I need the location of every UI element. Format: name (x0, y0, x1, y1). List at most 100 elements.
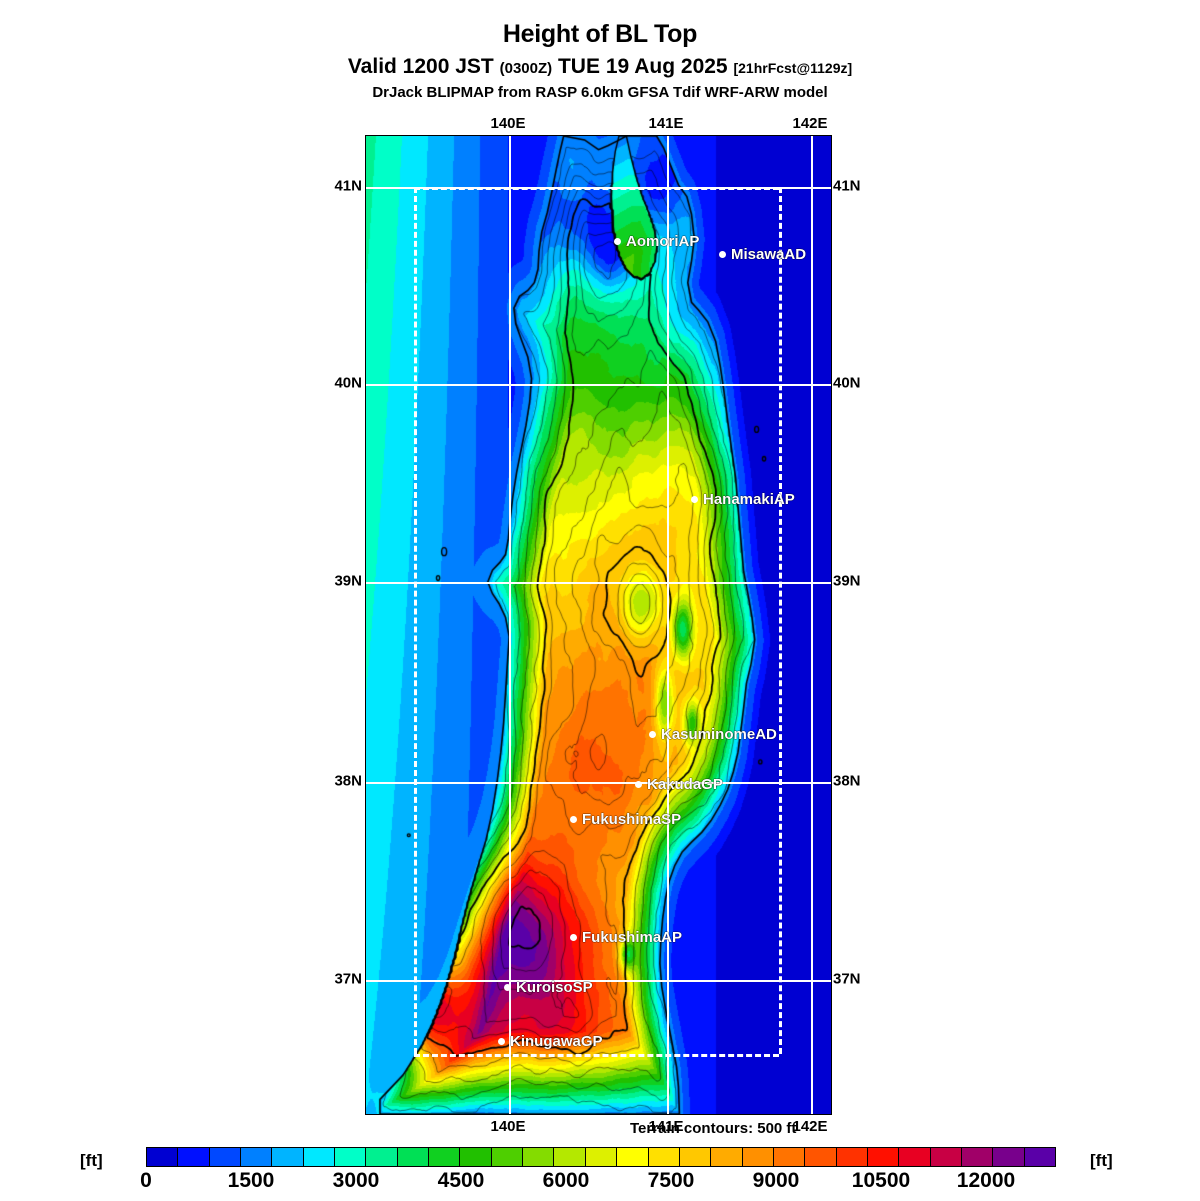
colorbar-segment (429, 1148, 461, 1166)
colorbar-segment (241, 1148, 273, 1166)
title-block: Height of BL Top Valid 1200 JST (0300Z) … (0, 0, 1200, 101)
colorbar-segment (679, 1148, 712, 1166)
colorbar-segment (1024, 1148, 1055, 1166)
colorbar-segment (930, 1148, 962, 1166)
station-label: FukushimaSP (582, 811, 682, 828)
colorbar-segment (491, 1148, 524, 1166)
colorbar-segment (961, 1148, 994, 1166)
station-label: AomoriAP (626, 233, 700, 250)
domain-box-edge (414, 1054, 779, 1057)
colorbar-tick: 12000 (956, 1169, 1016, 1192)
colorbar-segment (147, 1148, 179, 1166)
colorbar-segment (303, 1148, 336, 1166)
lat-tick-label: 37N (833, 970, 861, 988)
lon-tick-label: 142E (792, 115, 828, 132)
colorbar: [ft] [ft] 0 1500 3000 4500 6000 7500 9000 10500… (0, 1141, 1200, 1201)
valid-time-line: Valid 1200 JST (0300Z) TUE 19 Aug 2025 [… (0, 55, 1200, 79)
valid-date: TUE 19 Aug 2025 (557, 55, 728, 78)
lat-tick-label: 39N (833, 572, 861, 590)
station-label: KakudaGP (647, 776, 723, 793)
colorbar-tick-labels: 0 1500 3000 4500 6000 7500 9000 10500 12000 (140, 1169, 1056, 1197)
valid-zulu: (0300Z) (499, 60, 553, 77)
colorbar-segment (867, 1148, 900, 1166)
colorbar-segment (742, 1148, 774, 1166)
forecast-tag: [21hrFcst@1129z] (733, 60, 853, 76)
colorbar-segment (617, 1148, 649, 1166)
colorbar-tick: 10500 (851, 1169, 911, 1192)
colorbar-segment (836, 1148, 868, 1166)
station-marker[interactable]: HanamakiAP (691, 491, 795, 508)
lat-tick-label: 41N (833, 177, 861, 195)
lon-tick-label: 140E (490, 115, 526, 132)
station-label: FukushimaAP (582, 929, 683, 946)
station-label: KuroisoSP (516, 979, 593, 996)
station-marker[interactable]: FukushimaAP (570, 929, 682, 946)
lon-tick-label: 141E (648, 115, 684, 132)
colorbar-tick: 6000 (542, 1169, 590, 1192)
valid-prefix: Valid 1200 JST (347, 55, 494, 78)
graticule-meridian (509, 136, 511, 1114)
station-marker[interactable]: KakudaGP (635, 776, 723, 793)
colorbar-segment (366, 1148, 398, 1166)
graticule-parallel (366, 384, 831, 386)
station-marker[interactable]: KuroisoSP (504, 979, 593, 996)
station-dot-icon (570, 816, 577, 823)
colorbar-segment (460, 1148, 492, 1166)
colorbar-tick: 0 (140, 1169, 152, 1192)
colorbar-tick: 3000 (332, 1169, 380, 1192)
station-dot-icon (570, 934, 577, 941)
colorbar-segment (773, 1148, 806, 1166)
station-dot-icon (649, 731, 656, 738)
station-dot-icon (504, 984, 511, 991)
colorbar-segment (585, 1148, 618, 1166)
map-plot-area[interactable]: AomoriAP MisawaAD HanamakiAP KasuminomeAD Ka… (365, 135, 832, 1115)
station-marker[interactable]: AomoriAP (614, 233, 699, 250)
colorbar-segment (554, 1148, 586, 1166)
lat-tick-label: 38N (833, 772, 861, 790)
colorbar-segment (648, 1148, 680, 1166)
station-dot-icon (635, 781, 642, 788)
colorbar-segment (899, 1148, 931, 1166)
colorbar-tick: 9000 (752, 1169, 800, 1192)
colorbar-segment (523, 1148, 555, 1166)
station-dot-icon (691, 496, 698, 503)
domain-box-edge (779, 187, 782, 1054)
colorbar-segment (335, 1148, 367, 1166)
lat-tick-label: 37N (334, 970, 362, 988)
graticule-parallel (366, 980, 831, 982)
colorbar-tick: 7500 (647, 1169, 695, 1192)
lat-tick-label: 38N (334, 772, 362, 790)
page-title: Height of BL Top (502, 20, 698, 48)
station-marker[interactable]: FukushimaSP (570, 811, 681, 828)
colorbar-unit-right: [ft] (1090, 1151, 1113, 1170)
lat-tick-label: 39N (334, 572, 362, 590)
station-label: MisawaAD (731, 246, 807, 263)
terrain-contour-note: Terrain contours: 500 ft (630, 1120, 797, 1137)
station-dot-icon (719, 251, 726, 258)
colorbar-segment (711, 1148, 743, 1166)
station-marker[interactable]: MisawaAD (719, 246, 806, 263)
domain-box-edge (414, 187, 779, 190)
colorbar-tick: 1500 (227, 1169, 275, 1192)
colorbar-segment (178, 1148, 210, 1166)
station-marker[interactable]: KinugawaGP (498, 1033, 603, 1050)
lon-tick-label: 142E (792, 1118, 828, 1135)
colorbar-segment (209, 1148, 242, 1166)
graticule-meridian (667, 136, 669, 1114)
graticule-meridian (811, 136, 813, 1114)
model-description: DrJack BLIPMAP from RASP 6.0km GFSA Tdif… (372, 84, 828, 101)
lon-tick-label: 141E (648, 1118, 684, 1135)
station-label: KasuminomeAD (661, 726, 777, 743)
station-label: KinugawaGP (510, 1033, 603, 1050)
colorbar-segment (805, 1148, 837, 1166)
colorbar-segment (397, 1148, 430, 1166)
colorbar-segment (272, 1148, 304, 1166)
colorbar-gradient (146, 1147, 1056, 1167)
colorbar-segment (993, 1148, 1025, 1166)
station-marker[interactable]: KasuminomeAD (649, 726, 777, 743)
colorbar-tick: 4500 (437, 1169, 485, 1192)
station-dot-icon (614, 238, 621, 245)
lat-tick-label: 40N (334, 374, 362, 392)
lat-tick-label: 40N (833, 374, 861, 392)
lon-tick-label: 140E (490, 1118, 526, 1135)
